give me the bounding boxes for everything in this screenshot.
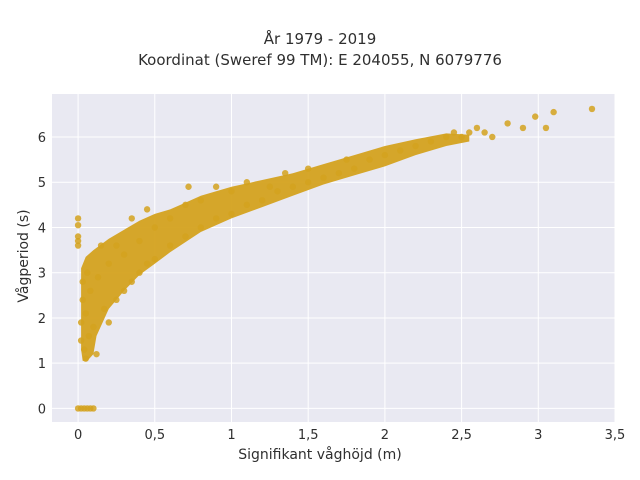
data-point: [450, 129, 458, 136]
data-point: [381, 151, 389, 159]
x-axis-label: Signifikant våghöjd (m): [238, 447, 402, 463]
y-tick-label: 2: [38, 312, 46, 327]
data-point: [550, 108, 557, 116]
data-point: [427, 138, 435, 145]
data-point: [532, 113, 539, 120]
data-point: [120, 251, 128, 258]
data-point: [542, 124, 550, 132]
data-point: [87, 287, 94, 294]
data-point: [77, 319, 85, 326]
data-point: [366, 156, 373, 163]
data-point: [105, 319, 112, 326]
data-point: [128, 278, 135, 285]
data-point: [258, 197, 266, 204]
data-point: [458, 133, 465, 141]
data-point: [143, 206, 151, 213]
data-point: [304, 179, 312, 186]
y-axis-label: Vågperiod (s): [16, 209, 32, 303]
data-point: [151, 255, 158, 263]
data-point: [166, 242, 174, 249]
data-point: [82, 310, 89, 317]
data-point: [93, 350, 100, 358]
data-point: [113, 242, 120, 249]
data-point: [113, 296, 120, 304]
data-point: [588, 105, 596, 113]
data-point: [343, 156, 350, 163]
data-point: [128, 215, 135, 222]
data-point: [397, 147, 404, 154]
data-point: [243, 201, 251, 209]
data-point: [443, 133, 450, 141]
y-tick-label: 6: [38, 131, 46, 146]
data-point: [97, 242, 105, 249]
data-point: [136, 237, 143, 245]
data-point: [228, 188, 235, 195]
data-point: [197, 224, 205, 231]
data-point: [90, 405, 97, 412]
data-point: [489, 133, 496, 141]
data-point: [74, 237, 82, 245]
data-point: [79, 296, 86, 304]
data-point: [85, 332, 93, 340]
x-tick-label: 0,5: [144, 428, 165, 443]
x-tick-label: 1: [227, 428, 235, 443]
y-tick-label: 0: [38, 402, 46, 417]
data-point: [519, 124, 527, 132]
data-point: [182, 233, 189, 240]
data-point: [151, 224, 158, 231]
x-tick-label: 3,5: [605, 428, 626, 443]
data-point: [351, 165, 358, 172]
data-point: [243, 179, 251, 186]
x-tick-label: 2,5: [451, 428, 472, 443]
data-point: [82, 355, 89, 362]
x-tick-label: 3: [534, 428, 542, 443]
data-point: [74, 242, 82, 249]
chart-title: År 1979 - 2019: [263, 30, 377, 48]
data-point: [105, 260, 112, 267]
data-point: [166, 215, 174, 222]
data-point: [74, 215, 82, 222]
data-point: [212, 215, 220, 222]
data-point: [100, 305, 108, 313]
chart-subtitle: Koordinat (Sweref 99 TM): E 204055, N 60…: [138, 51, 502, 69]
data-point: [143, 260, 151, 267]
data-point: [281, 169, 289, 177]
data-point: [136, 269, 143, 276]
data-point: [481, 129, 488, 136]
data-point: [504, 120, 511, 127]
data-point: [182, 201, 189, 209]
x-tick-label: 2: [381, 428, 389, 443]
data-point: [185, 183, 192, 190]
data-point: [412, 142, 419, 150]
data-point: [289, 183, 297, 190]
y-tick-label: 3: [38, 267, 46, 282]
data-point: [84, 269, 91, 276]
scatter-density-band: [81, 133, 470, 361]
data-point: [79, 278, 86, 285]
y-tick-label: 5: [38, 176, 46, 191]
data-point: [212, 183, 220, 190]
y-tick-label: 4: [38, 221, 46, 236]
data-point: [94, 274, 102, 281]
data-point: [120, 287, 128, 294]
data-point: [74, 233, 82, 240]
data-point: [266, 183, 274, 190]
data-point: [77, 337, 85, 344]
y-tick-label: 1: [38, 357, 46, 372]
data-point: [274, 188, 281, 195]
data-point: [90, 323, 97, 331]
data-point: [473, 124, 481, 132]
data-point: [304, 165, 312, 172]
x-tick-label: 0: [74, 428, 82, 443]
data-point: [228, 210, 235, 218]
data-point: [466, 129, 473, 136]
x-tick-label: 1,5: [298, 428, 319, 443]
data-point: [197, 197, 205, 204]
data-point: [320, 174, 327, 181]
data-point: [81, 346, 88, 353]
data-point: [74, 222, 82, 229]
data-point: [335, 169, 343, 177]
